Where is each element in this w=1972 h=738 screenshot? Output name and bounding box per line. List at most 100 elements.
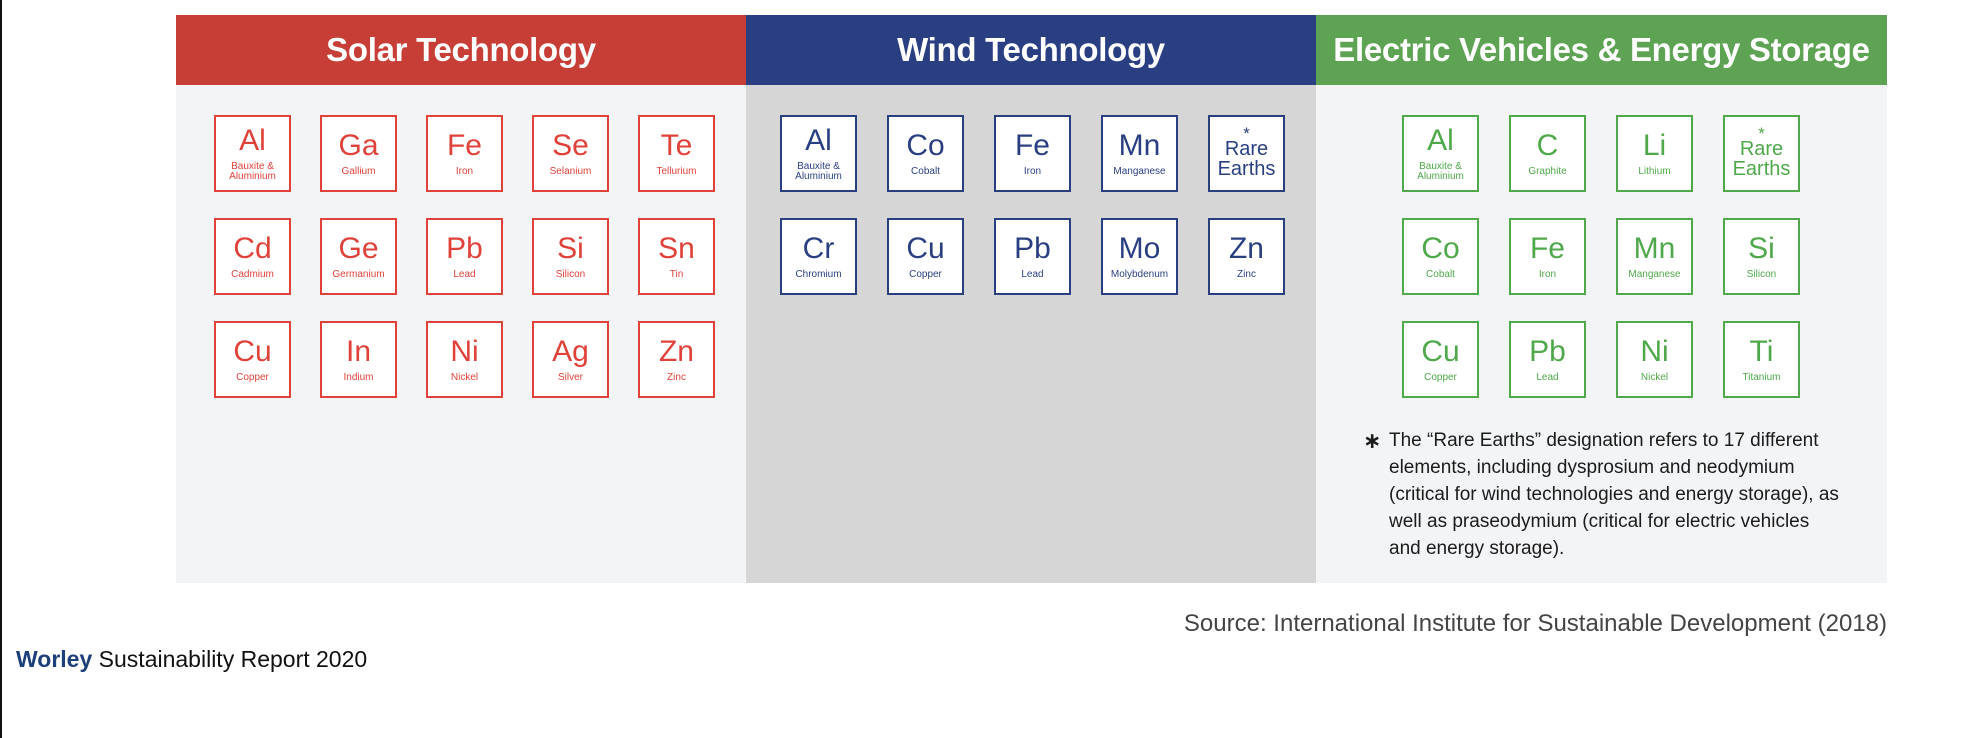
element-tile: In Indium — [320, 321, 397, 398]
element-symbol: Ag — [552, 334, 589, 368]
wind-technology-body: Al Bauxite & Aluminium Co Cobalt Fe Iron Mn Man… — [746, 85, 1316, 583]
element-tile: Se Selanium — [532, 115, 609, 192]
element-tile: Ge Germanium — [320, 218, 397, 295]
ev-energy-storage-panel: Electric Vehicles & Energy Storage Al Bau… — [1316, 15, 1887, 583]
element-tile: Cu Copper — [214, 321, 291, 398]
ev-energy-storage-body: Al Bauxite & Aluminium C Graphite Li Lithium *… — [1316, 85, 1887, 583]
wind-technology-panel: Wind Technology Al Bauxite & Aluminium Co C… — [746, 15, 1316, 583]
footnote-asterisk-icon: ∗ — [1363, 428, 1382, 453]
solar-technology-title: Solar Technology — [176, 15, 746, 85]
element-symbol: Co — [906, 128, 945, 162]
solar-technology-body: Al Bauxite & Aluminium Ga Gallium Fe Iron Se Se… — [176, 85, 746, 583]
element-name: Iron — [1538, 268, 1557, 280]
element-symbol: Ni — [1640, 334, 1669, 368]
element-name: Zinc — [1237, 268, 1256, 280]
element-symbol: Si — [557, 231, 584, 265]
element-name: Indium — [343, 371, 374, 383]
element-name: Iron — [1023, 165, 1042, 177]
element-tile: Pb Lead — [426, 218, 503, 295]
element-name: Iron — [455, 165, 474, 177]
element-name: Lead — [1536, 371, 1559, 383]
element-name: Bauxite & Aluminium — [229, 160, 276, 182]
element-name: Silicon — [555, 268, 586, 280]
asterisk-icon: * — [1758, 124, 1765, 143]
element-name: Molybdenum — [1110, 268, 1169, 280]
element-symbol: Ni — [450, 334, 479, 368]
element-tile: Li Lithium — [1616, 115, 1693, 192]
element-symbol: Mo — [1118, 231, 1161, 265]
element-tile: Pb Lead — [994, 218, 1071, 295]
asterisk-icon: * — [1243, 124, 1250, 143]
element-name: Copper — [909, 268, 942, 280]
element-name: Nickel — [450, 371, 479, 383]
element-tile: Sn Tin — [638, 218, 715, 295]
element-tile: Fe Iron — [426, 115, 503, 192]
element-name: Chromium — [795, 268, 842, 280]
element-tile: Al Bauxite & Aluminium — [1402, 115, 1479, 192]
element-tile: Zn Zinc — [638, 321, 715, 398]
element-tile: Ni Nickel — [1616, 321, 1693, 398]
element-tile: Al Bauxite & Aluminium — [780, 115, 857, 192]
element-tile: C Graphite — [1509, 115, 1586, 192]
element-symbol: Pb — [446, 231, 483, 265]
element-tile: Mn Manganese — [1101, 115, 1178, 192]
element-symbol: Cu — [906, 231, 945, 265]
element-name: Gallium — [341, 165, 376, 177]
rare-earths-footnote: ∗ The “Rare Earths” designation refers t… — [1363, 427, 1843, 562]
ev-element-grid: Al Bauxite & Aluminium C Graphite Li Lithium *… — [1402, 115, 1800, 398]
element-name: Copper — [1424, 371, 1457, 383]
element-symbol: Te — [660, 128, 693, 162]
element-tile: Cu Copper — [887, 218, 964, 295]
report-footer: Worley Sustainability Report 2020 — [16, 646, 367, 673]
element-symbol: Cu — [1421, 334, 1460, 368]
wind-element-grid: Al Bauxite & Aluminium Co Cobalt Fe Iron Mn Man… — [780, 115, 1285, 295]
element-symbol: Rare Earths — [1217, 138, 1276, 180]
element-symbol: Zn — [1228, 231, 1264, 265]
wind-technology-title: Wind Technology — [746, 15, 1316, 85]
element-tile: * Rare Earths — [1723, 115, 1800, 192]
footnote-text: The “Rare Earths” designation refers to … — [1389, 430, 1839, 559]
element-name: Silicon — [1746, 268, 1777, 280]
element-tile: Ti Titanium — [1723, 321, 1800, 398]
element-tile: Zn Zinc — [1208, 218, 1285, 295]
element-symbol: Mn — [1118, 128, 1161, 162]
element-symbol: Cd — [233, 231, 272, 265]
brand-logo-text: Worley — [16, 646, 93, 672]
element-tile: Cr Chromium — [780, 218, 857, 295]
element-name: Lithium — [1638, 165, 1671, 177]
element-symbol: Pb — [1529, 334, 1566, 368]
element-name: Cadmium — [231, 268, 274, 280]
source-citation: Source: International Institute for Sust… — [1183, 610, 1887, 637]
element-tile: Ni Nickel — [426, 321, 503, 398]
element-name: Silver — [557, 371, 583, 383]
element-name: Cobalt — [1426, 268, 1455, 280]
element-symbol: Zn — [658, 334, 694, 368]
element-symbol: Si — [1748, 231, 1775, 265]
element-name: Zinc — [667, 371, 686, 383]
element-tile: Ga Gallium — [320, 115, 397, 192]
element-tile: Co Cobalt — [887, 115, 964, 192]
element-name: Germanium — [332, 268, 385, 280]
element-symbol: Al — [1427, 123, 1454, 157]
element-symbol: Fe — [1529, 231, 1565, 265]
element-tile: Mn Manganese — [1616, 218, 1693, 295]
element-symbol: Cu — [233, 334, 272, 368]
element-tile: Cu Copper — [1402, 321, 1479, 398]
element-symbol: Cr — [802, 231, 835, 265]
element-name: Manganese — [1628, 268, 1681, 280]
element-tile: Fe Iron — [994, 115, 1071, 192]
element-symbol: Fe — [1014, 128, 1050, 162]
element-name: Cobalt — [911, 165, 940, 177]
element-symbol: Al — [239, 123, 266, 157]
element-tile: Pb Lead — [1509, 321, 1586, 398]
element-name: Manganese — [1113, 165, 1166, 177]
element-name: Tellurium — [656, 165, 697, 177]
element-symbol: Rare Earths — [1732, 138, 1791, 180]
element-symbol: Al — [805, 123, 832, 157]
element-name: Bauxite & Aluminium — [1417, 160, 1464, 182]
element-name: Tin — [669, 268, 684, 280]
element-tile: Cd Cadmium — [214, 218, 291, 295]
solar-element-grid: Al Bauxite & Aluminium Ga Gallium Fe Iron Se Se… — [214, 115, 715, 398]
element-tile: Ag Silver — [532, 321, 609, 398]
element-symbol: Pb — [1014, 231, 1051, 265]
